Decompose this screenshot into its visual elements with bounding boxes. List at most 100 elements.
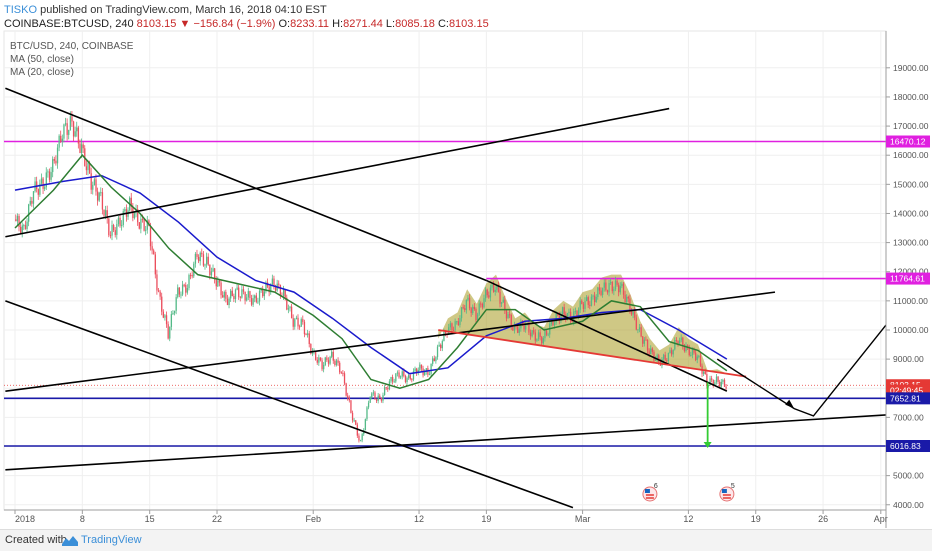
candle [560,314,562,321]
candle [226,298,229,306]
candle [52,159,54,173]
legend-title: BTC/USD, 240, COINBASE [10,41,134,52]
candle [260,289,262,291]
candle [204,264,206,266]
candle [662,354,665,360]
tradingview-brand-link[interactable]: TradingView [81,534,142,546]
y-tick-label-11: 15000.00 [893,179,929,189]
candle [329,356,331,364]
candle [529,332,532,337]
candle [77,127,80,144]
candle [284,289,286,298]
candle [36,181,38,190]
chart-canvas[interactable]: 4000.005000.006000.007000.008000.009000.… [0,0,932,528]
legend-ma50[interactable]: MA (50, close) [10,54,74,65]
y-tick-label-8: 12000.00 [893,267,929,277]
candle [523,325,525,330]
candle [680,337,682,341]
candle [654,359,657,361]
candle [557,313,559,316]
trend-line-4 [5,411,932,471]
candle [194,253,197,264]
candle [648,350,650,355]
x-tick-label-8: 12 [683,514,693,524]
candle [430,363,432,374]
candle [345,383,347,396]
candle [290,306,293,319]
candle [720,381,722,387]
candle [188,275,190,289]
candle [706,374,708,386]
candle [119,217,121,226]
candle [464,308,466,311]
open-label: O: [278,18,291,30]
candle [93,179,96,185]
y-tick-label-3: 7000.00 [893,412,924,422]
candle [645,339,647,341]
legend-ma20[interactable]: MA (20, close) [10,67,74,78]
candle [425,368,427,372]
price-label-bg-4 [886,392,930,405]
candle [438,344,440,347]
candle [191,275,193,277]
candle [715,376,718,383]
candle [222,295,224,298]
candle [116,224,118,235]
candle [318,357,320,363]
price-label-5: 6016.83 [890,441,921,451]
candle [339,362,341,373]
flag-canton [721,489,727,493]
head-shoulders-pattern [438,274,747,377]
candle [263,291,266,297]
candle [640,327,642,337]
candle [470,308,472,314]
candle [685,345,687,352]
candle [714,382,716,386]
candle [614,280,617,290]
candle [723,379,726,387]
candle [183,284,185,286]
candle [95,179,97,192]
candle [205,256,208,265]
candle [371,393,373,398]
author-link[interactable]: TISKO [4,4,38,16]
candle [111,224,113,236]
candle [597,287,599,298]
candle [326,357,328,361]
candle [167,324,169,339]
candle [475,309,477,321]
candle [504,299,506,311]
candle [467,297,469,300]
candle [347,395,349,398]
candle [677,340,679,344]
candle [473,306,476,310]
price-label-bg-0 [886,135,930,148]
candle [513,325,516,331]
candle [491,284,493,288]
candle [270,284,272,293]
candle [361,434,363,441]
candle [72,121,75,137]
candle [64,123,67,125]
candle [212,268,214,272]
candle [138,222,140,229]
candle [709,378,711,386]
candle [193,263,195,277]
candle [85,166,88,171]
price-label-bg-1 [886,272,930,285]
candle [725,386,727,389]
candle [366,407,368,420]
candle [268,286,270,293]
candle [400,376,402,378]
candle [223,292,225,298]
candle [711,378,713,380]
candle [582,304,585,309]
candle [137,209,139,223]
candle [23,225,25,227]
candle [398,372,400,378]
candle [630,310,633,315]
candle [569,311,572,322]
candle [563,307,565,315]
candle [156,274,158,291]
candle [154,254,156,275]
